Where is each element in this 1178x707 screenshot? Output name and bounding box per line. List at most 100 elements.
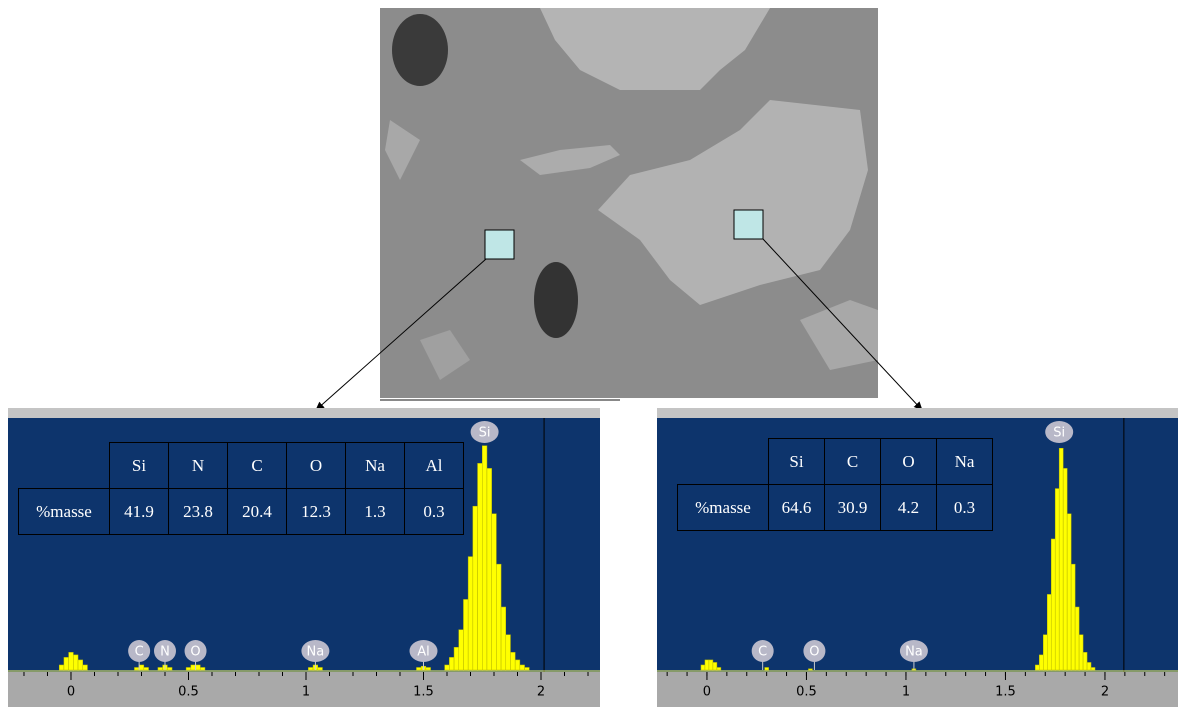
spectrum-bar <box>1062 468 1068 671</box>
spectrum-bar <box>1043 634 1048 671</box>
spectrum-bar <box>195 664 201 671</box>
column-header: C <box>824 438 881 485</box>
spectrum-bar <box>190 664 196 671</box>
spectrum-bar <box>704 659 710 671</box>
peak-marker <box>409 640 438 662</box>
table-cell: 64.6 <box>768 484 825 531</box>
x-tick-label: 1 <box>302 685 310 700</box>
table-cell: 30.9 <box>824 484 881 531</box>
spectrum-bar <box>1070 563 1076 671</box>
spectrum-bar <box>1054 488 1060 671</box>
spectrum-bar <box>63 657 69 671</box>
table-data-row: %masse 64.6 30.9 4.2 0.3 <box>677 484 993 531</box>
spectrum-bar <box>453 647 460 671</box>
column-header: Na <box>936 438 993 485</box>
peak-label: O <box>809 645 819 660</box>
spectrum-bar <box>449 657 455 671</box>
spectrum-bar <box>458 629 464 671</box>
peak-marker <box>153 640 176 662</box>
spectrum-bar <box>510 652 516 671</box>
peak-label: Si <box>1053 426 1065 441</box>
axis-strip <box>657 672 1178 707</box>
x-tick-label: 2 <box>1101 685 1109 700</box>
spectrum-bar <box>82 664 88 671</box>
spectrum-bar <box>1086 662 1092 671</box>
table-cell: 0.3 <box>404 488 464 535</box>
peak-marker <box>184 640 207 662</box>
x-tick-label: 1 <box>902 685 910 700</box>
x-tick-label: 0.5 <box>178 685 199 700</box>
spectrum-bar <box>514 659 521 671</box>
spectrum-bar <box>185 667 192 671</box>
spectrum-bar <box>1090 667 1096 671</box>
spectrum-bar <box>1050 538 1056 671</box>
peak-label: O <box>190 645 200 660</box>
peak-marker <box>899 640 928 662</box>
spectrum-bar <box>317 667 323 671</box>
peak-label: Na <box>307 645 325 660</box>
spectrum-bar <box>808 668 813 671</box>
spectrum-bar <box>519 664 525 671</box>
table-header-row: Si C O Na <box>678 438 993 485</box>
table-cell: 41.9 <box>109 488 169 535</box>
column-header: C <box>227 442 287 489</box>
peak-marker <box>128 640 151 662</box>
spectrum-bar <box>199 667 206 671</box>
column-header: Si <box>768 438 825 485</box>
spectrum-bar <box>496 563 502 671</box>
spectrum-bar <box>143 667 149 671</box>
peak-label: Na <box>905 645 923 660</box>
row-label: %masse <box>677 484 769 531</box>
column-header: O <box>880 438 937 485</box>
row-label: %masse <box>18 488 110 535</box>
spectrum-bar <box>477 463 483 671</box>
spectrum-bar <box>712 662 718 671</box>
table-cell: 4.2 <box>880 484 937 531</box>
column-header: Na <box>345 442 405 489</box>
spectrum-bar <box>708 659 714 671</box>
spectrum-bar <box>467 556 474 671</box>
spectrum-bar <box>472 505 478 671</box>
spectrum-bar <box>167 667 173 671</box>
peak-label: N <box>160 645 170 660</box>
column-header: Si <box>109 442 169 489</box>
spectrum-bar <box>68 652 74 671</box>
panel-top-strip <box>8 408 600 418</box>
spectrum-bar <box>157 667 163 671</box>
spectrum-bar <box>1035 664 1040 671</box>
spectrum-bar <box>425 667 431 671</box>
x-tick-label: 1.5 <box>995 685 1016 700</box>
spectrum-bar <box>491 513 497 671</box>
spectrum-bar <box>308 667 314 671</box>
spectrum-bar <box>73 654 79 671</box>
spectrum-bar <box>505 634 511 671</box>
spectrum-bar <box>1082 652 1088 671</box>
spectrum-bar <box>138 664 145 671</box>
table-header-row: Si N C O Na Al <box>19 442 464 489</box>
spectrum-bar <box>482 445 488 671</box>
table-cell: 0.3 <box>936 484 993 531</box>
spectrum-bar <box>1078 634 1084 671</box>
table-cell: 1.3 <box>345 488 405 535</box>
peak-label: Si <box>479 426 491 441</box>
sem-image <box>315 8 923 411</box>
spectrum-bar <box>716 667 722 671</box>
x-tick-label: 2 <box>537 685 545 700</box>
table-cell: 20.4 <box>227 488 287 535</box>
spectrum-bar <box>463 599 469 671</box>
spectrum-bar <box>1074 606 1080 671</box>
x-tick-label: 1.5 <box>413 685 434 700</box>
column-header: N <box>168 442 228 489</box>
spectrum-bar <box>1047 594 1052 671</box>
peak-marker <box>751 640 774 662</box>
peak-label: C <box>135 645 144 660</box>
column-header: Al <box>404 442 464 489</box>
spectrum-bar <box>416 667 422 671</box>
peak-label: Al <box>417 645 430 660</box>
axis-strip <box>8 672 600 707</box>
spectrum-bar <box>134 667 140 671</box>
peak-marker <box>803 640 826 662</box>
spectrum-bar <box>444 664 450 671</box>
